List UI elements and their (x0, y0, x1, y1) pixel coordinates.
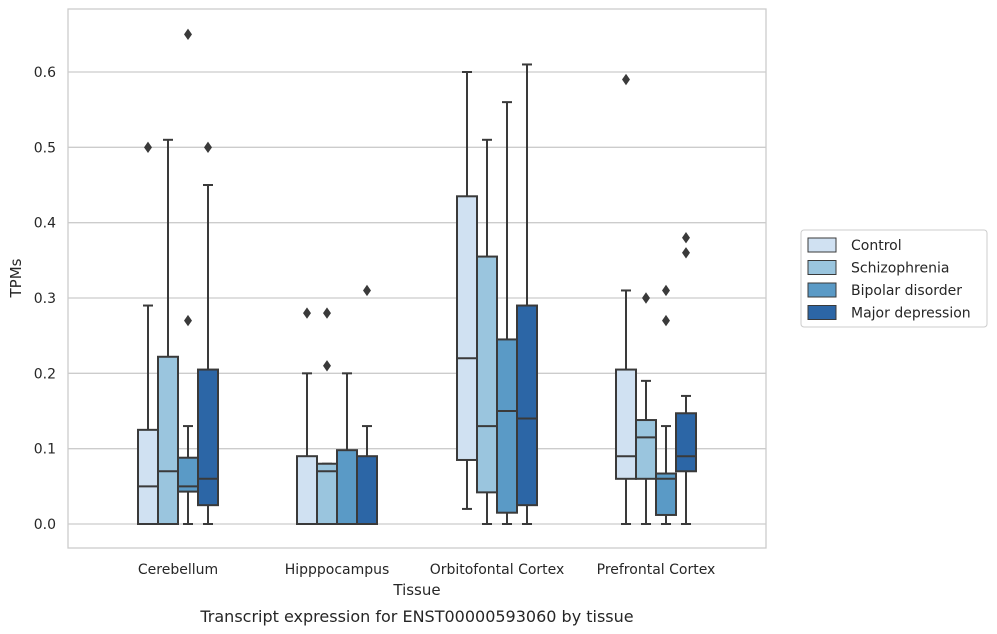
box-3-1 (356, 284, 378, 526)
box-1-3 (635, 292, 657, 525)
y-tick-label: 0.2 (34, 366, 56, 382)
outlier-point (184, 28, 192, 41)
outlier-point (363, 284, 371, 297)
y-tick-label: 0.5 (34, 140, 56, 156)
y-tick-label: 0.3 (34, 291, 56, 307)
box-body (615, 368, 637, 480)
x-tick-label: Orbitofontal Cortex (430, 562, 565, 578)
box-2-0 (177, 28, 199, 525)
box-body (456, 195, 478, 461)
y-tick-label: 0.6 (34, 65, 56, 81)
box-body (516, 304, 538, 507)
outlier-point (622, 73, 630, 86)
box-body (476, 255, 498, 494)
box-3-2 (516, 63, 538, 525)
box-body (316, 462, 338, 526)
box-2-1 (336, 372, 358, 526)
x-axis-label: Tissue (392, 581, 440, 599)
box-0-3 (615, 73, 637, 525)
x-tick-labels: Cerebellum Hipppocampus Orbitofontal Corte… (138, 562, 715, 578)
grid-layer (68, 71, 766, 525)
box-body (635, 419, 657, 480)
legend-label: Bipolar disorder (851, 283, 962, 299)
box-body (137, 428, 159, 526)
outlier-point (323, 307, 331, 319)
box-2-2 (496, 101, 518, 525)
box-body (157, 355, 179, 526)
x-tick-label: Cerebellum (138, 562, 218, 578)
outlier-point (682, 232, 690, 244)
y-tick-label: 0.1 (34, 442, 56, 458)
legend-label: Schizophrenia (851, 261, 949, 277)
box-body (336, 449, 358, 526)
x-tick-label: Hipppocampus (285, 562, 390, 578)
box-1-1 (316, 307, 338, 526)
box-layer (137, 28, 697, 526)
legend-frame (800, 229, 988, 328)
box-body (675, 412, 697, 473)
box-0-1 (296, 307, 318, 526)
plot-frame (67, 8, 767, 549)
legend-swatch (807, 260, 837, 275)
outlier-point (303, 307, 311, 319)
outlier-point (662, 284, 670, 297)
outlier-point (184, 314, 192, 327)
legend-label: Major depression (851, 306, 971, 322)
x-tick-label: Prefrontal Cortex (597, 562, 716, 578)
y-axis-label: TPMs (7, 258, 25, 298)
box-0-2 (456, 71, 478, 510)
legend-swatch (807, 282, 837, 298)
box-body (296, 455, 318, 526)
y-tick-label: 0.0 (34, 517, 56, 533)
box-3-3 (675, 232, 697, 525)
y-tick-label: 0.4 (34, 216, 56, 232)
box-0-0 (137, 141, 159, 526)
outlier-point (642, 292, 650, 304)
chart-caption: Transcript expression for ENST0000059306… (199, 607, 633, 626)
outlier-point (682, 247, 690, 259)
box-body (197, 368, 219, 507)
box-2-3 (655, 284, 677, 525)
outlier-point (323, 360, 331, 372)
box-body (655, 472, 677, 516)
box-body (356, 455, 378, 526)
legend: Control Schizophrenia Bipolar disorder Majo… (800, 229, 988, 328)
outlier-point (144, 141, 152, 154)
legend-swatch (807, 305, 837, 320)
box-1-2 (476, 138, 498, 525)
box-3-0 (197, 141, 219, 525)
box-body (496, 338, 518, 514)
legend-swatch (807, 237, 837, 253)
outlier-point (662, 314, 670, 327)
y-tick-labels: 0.0 0.1 0.2 0.3 0.4 0.5 0.6 (34, 65, 56, 533)
box-1-0 (157, 138, 179, 526)
outlier-point (204, 141, 212, 154)
legend-label: Control (851, 238, 902, 254)
